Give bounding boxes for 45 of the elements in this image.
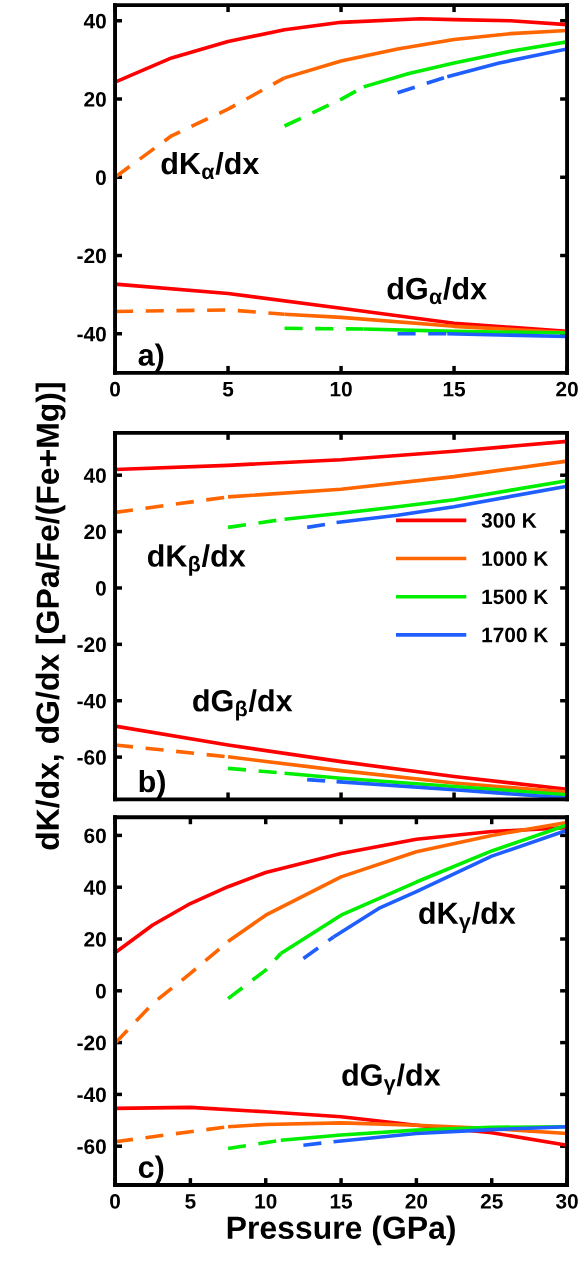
y-tick-label: -20 (77, 1035, 106, 1051)
y-tick-label: -60 (77, 750, 106, 765)
x-tick-label: 5 (185, 1194, 196, 1209)
y-tick-label: 60 (84, 828, 106, 844)
x-tick-label: 10 (255, 1193, 277, 1209)
x-tick-label: 25 (480, 1193, 503, 1209)
legend-label: 1000 K (482, 551, 549, 567)
y-tick-label: 40 (83, 880, 106, 895)
x-axis-title: Pressure (GPa) (227, 1215, 455, 1246)
annotation: a) (138, 343, 164, 372)
x-tick-label: 15 (330, 1194, 353, 1209)
y-tick-label: -20 (77, 248, 106, 264)
x-tick-label: 20 (405, 1193, 428, 1209)
y-tick-label: 40 (83, 13, 106, 29)
annotation: dK$_{γ}$/dx (419, 901, 516, 934)
y-tick-label: 20 (84, 524, 106, 540)
annotation: dG$_{β}$/dx (193, 689, 293, 721)
legend-label: 1700 K (482, 627, 549, 643)
y-tick-label: 0 (95, 170, 106, 186)
x-tick-label: 30 (555, 1193, 578, 1209)
y-tick-label: -60 (77, 1139, 106, 1154)
x-tick-label: 15 (443, 381, 466, 397)
y-tick-label: 40 (83, 468, 106, 483)
y-tick-label: 0 (95, 580, 106, 596)
y-axis-title: dK/dx, dG/dx [GPa/Fe/(Fe+Mg)] (35, 383, 66, 850)
annotation: dG$_{α}$/dx (387, 277, 487, 305)
y-tick-label: -40 (77, 326, 106, 342)
y-tick-label: -20 (77, 637, 106, 653)
y-tick-label: -40 (77, 1087, 106, 1103)
y-tick-label: 0 (95, 983, 106, 999)
annotation: dK$_{β}$/dx (147, 544, 246, 576)
x-tick-label: 10 (330, 381, 352, 397)
x-tick-label: 20 (556, 381, 578, 397)
x-tick-label: 0 (110, 1193, 120, 1209)
legend-label: 300 K (481, 513, 537, 528)
y-tick-label: -40 (77, 693, 106, 709)
annotation: dG$_{γ}$/dx (342, 1063, 441, 1095)
y-tick-label: 20 (84, 92, 106, 107)
annotation: b) (139, 769, 165, 799)
x-tick-label: 0 (110, 381, 120, 397)
y-tick-label: 20 (84, 932, 106, 947)
annotation: dK$_{α}$/dx (161, 151, 260, 180)
legend-label: 1500 K (482, 589, 549, 605)
x-tick-label: 5 (222, 381, 234, 397)
annotation: c) (138, 1155, 164, 1185)
